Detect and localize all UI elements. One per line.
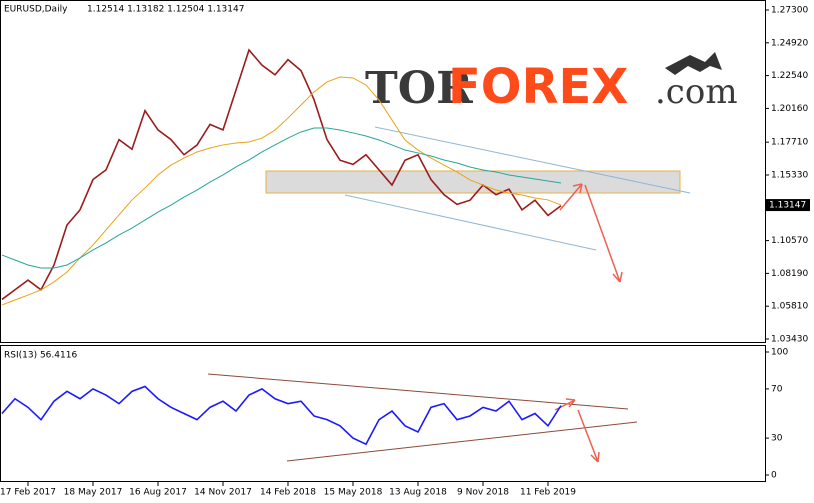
y-tick-label: 1.24920 xyxy=(771,38,808,48)
ohlc: 1.12514 1.13182 1.12504 1.13147 xyxy=(87,5,244,15)
x-tick-label: 13 Aug 2018 xyxy=(389,488,447,498)
series-line xyxy=(1,48,562,301)
logo-suffix: .com xyxy=(655,72,738,112)
channel-bottom xyxy=(344,194,597,251)
rsi-forecast-arrow xyxy=(554,398,600,463)
y-tick-label: 1.17710 xyxy=(771,138,808,148)
x-tick-label: 16 Aug 2017 xyxy=(129,488,187,498)
series-line xyxy=(1,76,562,306)
x-tick-label: 17 Feb 2017 xyxy=(0,488,56,498)
y-tick-label: 1.05810 xyxy=(771,302,808,312)
rsi-trend-top xyxy=(207,373,629,410)
logo-icon xyxy=(665,52,722,75)
resistance-zone xyxy=(265,170,681,194)
y-tick-label: 1.10570 xyxy=(771,236,808,246)
price-label-box xyxy=(766,199,810,212)
symbol-title: EURUSD,Daily xyxy=(4,5,68,15)
rsi-trend-bottom xyxy=(286,421,638,462)
x-tick-label: 14 Feb 2018 xyxy=(260,488,316,498)
forecast-arrow xyxy=(559,183,623,283)
y-tick-label: 1.20160 xyxy=(771,104,808,114)
x-tick-label: 9 Nov 2018 xyxy=(457,488,509,498)
rsi-title: RSI(13) 56.4116 xyxy=(4,351,77,361)
logo-main: FOREX xyxy=(448,59,628,115)
x-tick-label: 11 Feb 2019 xyxy=(520,488,576,498)
series-line xyxy=(1,385,562,446)
y-tick-label: 1.08190 xyxy=(771,269,808,279)
y-tick-label: 1.03430 xyxy=(771,335,808,345)
y-tick-label: 1.15330 xyxy=(771,170,808,180)
price-label: 1.13147 xyxy=(769,201,806,211)
y-tick-label: 30 xyxy=(771,434,783,444)
series-line xyxy=(1,127,562,269)
channel-top xyxy=(374,126,691,194)
y-tick-label: 1.22540 xyxy=(771,71,808,81)
rsi-panel xyxy=(0,345,766,482)
y-tick-label: 100 xyxy=(771,348,788,358)
y-tick-label: 0 xyxy=(771,471,777,481)
x-tick-label: 15 May 2018 xyxy=(324,488,383,498)
x-tick-label: 18 May 2017 xyxy=(64,488,123,498)
x-tick-label: 14 Nov 2017 xyxy=(194,488,252,498)
y-tick-label: 70 xyxy=(771,384,783,394)
y-tick-label: 1.27300 xyxy=(771,6,808,16)
